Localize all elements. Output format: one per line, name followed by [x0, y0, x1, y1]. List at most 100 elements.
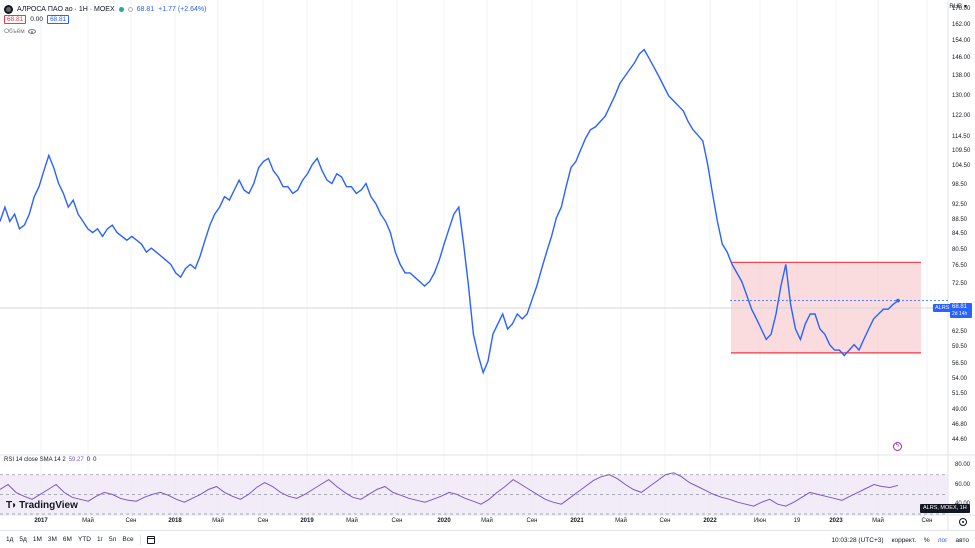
- rsi-extra-2: 0: [93, 457, 97, 463]
- price-tick-label: 154.00: [952, 38, 971, 45]
- log-toggle[interactable]: лог: [937, 536, 948, 544]
- time-tick-label: 2023: [829, 518, 843, 524]
- last-price: 68.81: [136, 5, 155, 13]
- flash-icon[interactable]: ϟ: [893, 442, 902, 451]
- time-tick-label: Июн: [753, 518, 767, 524]
- symbol-header[interactable]: АЛРОСА ПАО ао · 1Н · MOEX 68.81 +1.77 (+…: [4, 3, 206, 15]
- rsi-extra-1: 0: [86, 457, 91, 463]
- price-tick-label: 138.00: [952, 73, 971, 80]
- chevron-down-icon: ▾: [963, 4, 967, 10]
- price-tick-label: 88.50: [952, 216, 968, 223]
- rsi-tick-label: 60.00: [955, 481, 971, 488]
- spread-value: 0.00: [30, 16, 43, 23]
- symbol-tag: ALRS: [933, 304, 952, 312]
- calendar-icon[interactable]: [146, 535, 155, 544]
- rsi-series-line[interactable]: [0, 472, 899, 507]
- price-tick-label: 92.50: [952, 202, 968, 209]
- last-price-dot: [896, 298, 900, 303]
- price-tick-label: 76.50: [952, 263, 968, 270]
- price-tick-label: 62.50: [952, 328, 968, 335]
- symbol-logo-icon: [4, 4, 13, 14]
- tradingview-watermark[interactable]: T◗ TradingView: [6, 500, 78, 511]
- toolbar-divider: [139, 534, 141, 545]
- timeframe-button[interactable]: YTD: [77, 536, 91, 543]
- price-tick-label: 44.60: [952, 437, 968, 444]
- timeframe-button[interactable]: 1д: [6, 536, 14, 543]
- percent-toggle[interactable]: %: [923, 536, 930, 544]
- time-tick-label: Сен: [125, 518, 137, 524]
- time-tick-label: Сен: [526, 518, 538, 524]
- time-tick-label: 2018: [168, 518, 182, 524]
- time-tick-label: 2021: [570, 518, 584, 524]
- price-tick-label: 170.00: [952, 6, 971, 13]
- timeframe-button[interactable]: 3М: [47, 536, 57, 543]
- price-tick-label: 162.00: [952, 21, 971, 28]
- price-series-line[interactable]: [0, 48, 899, 375]
- adjust-toggle[interactable]: коррект.: [891, 536, 916, 544]
- price-tick-label: 54.00: [952, 375, 968, 382]
- rsi-legend[interactable]: RSI 14 close SMA 14 2 59.27 0 0: [4, 457, 96, 463]
- data-status-icon: [127, 6, 133, 12]
- last-price-tag-value: 68.81: [952, 304, 968, 310]
- timeframe-button[interactable]: 1г: [96, 536, 103, 543]
- price-tick-label: 46.80: [952, 421, 968, 428]
- price-tick-label: 122.00: [952, 113, 971, 120]
- clock-label[interactable]: 10:03:28 (UTC+3): [831, 536, 884, 544]
- price-tick-label: 59.50: [952, 344, 968, 351]
- countdown-label: 2d 14h: [952, 311, 968, 317]
- price-tick-label: 80.50: [952, 247, 968, 254]
- price-tick-label: 104.50: [952, 163, 971, 170]
- timeframe-button[interactable]: Все: [122, 536, 134, 543]
- time-tick-label: 19: [793, 518, 801, 524]
- price-tick-label: 146.00: [952, 55, 971, 62]
- tradingview-logo-icon: T◗: [6, 500, 17, 511]
- timeframe-list: 1д 5д 1М 3М 6М YTD 1г 5л Все: [0, 536, 134, 543]
- grid-lines: [40, 0, 928, 515]
- bottom-toolbar: 1д 5д 1М 3М 6М YTD 1г 5л Все 10:03:28 (UTC+3) ко…: [0, 530, 975, 548]
- market-open-icon: [118, 6, 124, 12]
- timeframe-button[interactable]: 6М: [62, 536, 72, 543]
- rsi-value: 59.27: [68, 457, 84, 463]
- price-tick-label: 109.50: [952, 147, 971, 154]
- time-tick-label: Сен: [391, 518, 403, 524]
- time-tick-label: 2022: [703, 518, 717, 524]
- buy-button[interactable]: 68.81: [46, 15, 70, 24]
- timeframe-button[interactable]: 5д: [19, 536, 27, 543]
- volume-legend[interactable]: Объём: [4, 28, 36, 35]
- rsi-tick-label: 80.00: [955, 461, 971, 468]
- price-tick-label: 51.50: [952, 390, 968, 397]
- price-tick-label: 84.50: [952, 231, 968, 238]
- time-tick-label: 2020: [437, 518, 451, 524]
- time-tick-label: Май: [212, 518, 224, 524]
- time-tick-label: Май: [872, 518, 884, 524]
- currency-selector[interactable]: RUB ▾: [949, 3, 967, 11]
- price-tick-label: 130.00: [952, 92, 971, 99]
- price-tick-label: 49.00: [952, 406, 968, 413]
- time-tick-label: 2017: [34, 518, 48, 524]
- time-tick-label: 2019: [300, 518, 314, 524]
- right-tools: 10:03:28 (UTC+3) коррект. % лог авто: [831, 531, 969, 548]
- rsi-label: RSI 14 close SMA 14 2: [4, 457, 66, 463]
- time-tick-label: Май: [82, 518, 94, 524]
- time-tick-label: Сен: [659, 518, 671, 524]
- price-change: +1.77 (+2.64%): [158, 5, 207, 13]
- time-tick-label: Сен: [257, 518, 269, 524]
- timeframe-button[interactable]: 1М: [32, 536, 42, 543]
- time-tick-label: Сен: [921, 518, 933, 524]
- time-tick-label: Май: [615, 518, 627, 524]
- timeframe-button[interactable]: 5л: [108, 536, 117, 543]
- eye-icon[interactable]: [27, 29, 36, 34]
- price-tick-label: 56.50: [952, 361, 968, 368]
- auto-toggle[interactable]: авто: [955, 536, 969, 544]
- price-tick-label: 72.50: [952, 280, 968, 287]
- rsi-symbol-tag: ALRS, MOEX, 1Н: [920, 504, 970, 513]
- time-tick-label: Май: [346, 518, 358, 524]
- sell-button[interactable]: 68.81: [4, 15, 27, 24]
- watermark-text: TradingView: [19, 500, 78, 511]
- currency-label: RUB: [949, 3, 962, 10]
- time-tick-label: Май: [481, 518, 493, 524]
- gear-icon[interactable]: [959, 518, 967, 526]
- symbol-title[interactable]: АЛРОСА ПАО ао · 1Н · MOEX: [17, 5, 115, 13]
